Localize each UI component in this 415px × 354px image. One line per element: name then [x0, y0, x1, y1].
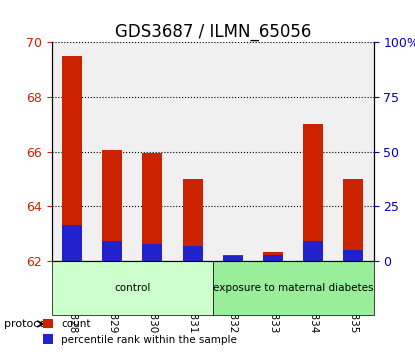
FancyBboxPatch shape: [213, 261, 374, 315]
Legend: count, percentile rank within the sample: count, percentile rank within the sample: [39, 315, 242, 349]
Title: GDS3687 / ILMN_65056: GDS3687 / ILMN_65056: [115, 23, 311, 41]
Bar: [62, 225, 82, 261]
Bar: [183, 179, 203, 261]
Bar: [142, 153, 162, 261]
Text: control: control: [114, 283, 151, 293]
Bar: [62, 56, 82, 261]
Bar: [142, 244, 162, 261]
Bar: [183, 246, 203, 261]
Text: exposure to maternal diabetes: exposure to maternal diabetes: [213, 283, 374, 293]
Bar: [263, 255, 283, 261]
Bar: [343, 179, 364, 261]
Bar: [223, 256, 243, 261]
Bar: [102, 241, 122, 261]
Bar: [102, 150, 122, 261]
Bar: [263, 252, 283, 261]
Bar: [343, 250, 364, 261]
Text: protocol: protocol: [4, 319, 49, 329]
FancyBboxPatch shape: [52, 261, 213, 315]
Bar: [303, 241, 323, 261]
Bar: [223, 255, 243, 261]
Bar: [303, 124, 323, 261]
